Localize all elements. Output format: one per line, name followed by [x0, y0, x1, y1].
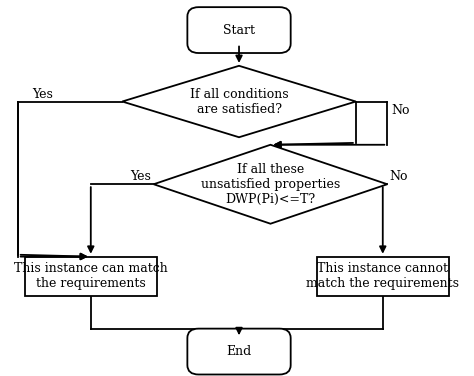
Text: End: End: [227, 345, 252, 358]
Text: This instance cannot
match the requirements: This instance cannot match the requireme…: [306, 262, 459, 290]
Text: No: No: [392, 105, 410, 117]
Bar: [317, 256, 449, 296]
Text: If all conditions
are satisfied?: If all conditions are satisfied?: [190, 88, 288, 115]
FancyBboxPatch shape: [187, 7, 291, 53]
Polygon shape: [122, 66, 356, 137]
Text: Start: Start: [223, 24, 255, 36]
Text: No: No: [390, 170, 408, 183]
Text: If all these
unsatisfied properties
DWP(Pi)<=T?: If all these unsatisfied properties DWP(…: [201, 163, 340, 206]
Text: This instance can match
the requirements: This instance can match the requirements: [14, 262, 168, 290]
FancyBboxPatch shape: [187, 329, 291, 374]
Text: Yes: Yes: [130, 170, 151, 183]
Text: Yes: Yes: [32, 88, 53, 101]
Polygon shape: [154, 145, 387, 224]
Bar: [25, 256, 157, 296]
